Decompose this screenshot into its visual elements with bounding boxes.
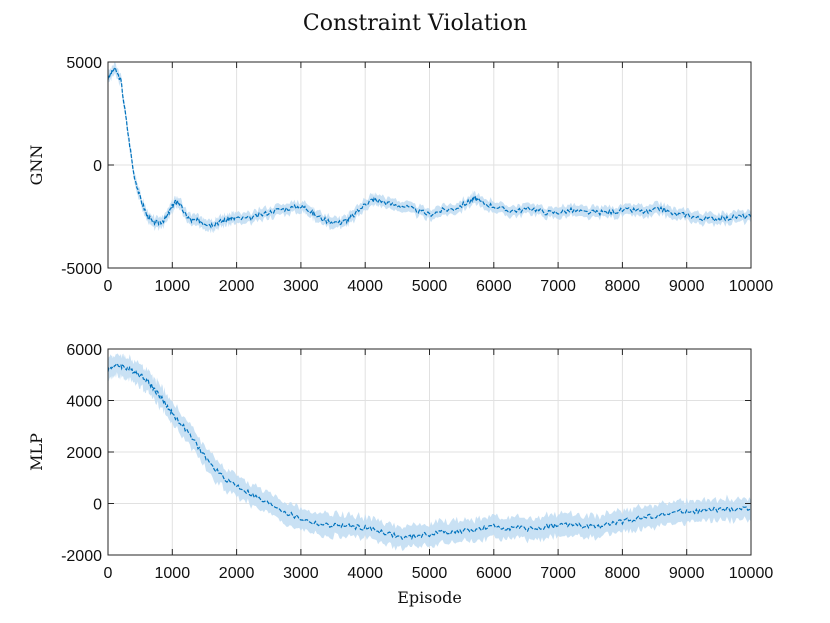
gnn-xtick-label: 2000 xyxy=(219,278,255,295)
gnn-grid xyxy=(108,62,751,268)
gnn-subplot: 0 1000 2000 3000 4000 5000 6000 7000 8000 9000 100… xyxy=(27,55,773,295)
mlp-xtick-label: 10000 xyxy=(729,565,774,582)
mlp-series-line xyxy=(107,362,752,541)
mlp-ytick-label: 6000 xyxy=(66,342,102,359)
gnn-ytick-label: 0 xyxy=(93,158,102,175)
mlp-ytick-label: 0 xyxy=(93,497,102,514)
gnn-xtick-label: 0 xyxy=(104,278,113,295)
mlp-xtick-label: 6000 xyxy=(476,565,512,582)
mlp-xtick-label: 2000 xyxy=(219,565,255,582)
figure-title: Constraint Violation xyxy=(303,11,527,36)
mlp-xtick-label: 0 xyxy=(104,565,113,582)
gnn-xtick-label: 8000 xyxy=(605,278,641,295)
gnn-xtick-label: 7000 xyxy=(540,278,576,295)
gnn-ylabel: GNN xyxy=(27,145,46,186)
gnn-xtick-label: 9000 xyxy=(669,278,705,295)
mlp-ylabel: MLP xyxy=(27,433,46,471)
gnn-confidence-band xyxy=(108,61,751,234)
gnn-xtick-label: 6000 xyxy=(476,278,512,295)
mlp-confidence-band xyxy=(108,353,751,551)
mlp-xlabel: Episode xyxy=(397,588,462,607)
gnn-xtick-label: 10000 xyxy=(729,278,774,295)
gnn-xtick-label: 1000 xyxy=(155,278,191,295)
mlp-ytick-label: -2000 xyxy=(61,548,102,565)
mlp-xtick-label: 8000 xyxy=(605,565,641,582)
mlp-xtick-label: 5000 xyxy=(412,565,448,582)
mlp-xtick-label: 3000 xyxy=(283,565,319,582)
mlp-xtick-label: 4000 xyxy=(347,565,383,582)
gnn-ytick-label: 5000 xyxy=(66,55,102,72)
mlp-xtick-label: 7000 xyxy=(540,565,576,582)
mlp-ytick-label: 4000 xyxy=(66,394,102,411)
gnn-ytick-label: -5000 xyxy=(61,261,102,278)
gnn-series-line xyxy=(107,66,752,229)
gnn-xtick-label: 3000 xyxy=(283,278,319,295)
gnn-xtick-label: 5000 xyxy=(412,278,448,295)
mlp-xtick-label: 1000 xyxy=(155,565,191,582)
gnn-xtick-label: 4000 xyxy=(347,278,383,295)
mlp-ytick-label: 2000 xyxy=(66,445,102,462)
mlp-subplot: 0 1000 2000 3000 4000 5000 6000 7000 8000 9000 100… xyxy=(27,342,773,607)
mlp-xtick-label: 9000 xyxy=(669,565,705,582)
